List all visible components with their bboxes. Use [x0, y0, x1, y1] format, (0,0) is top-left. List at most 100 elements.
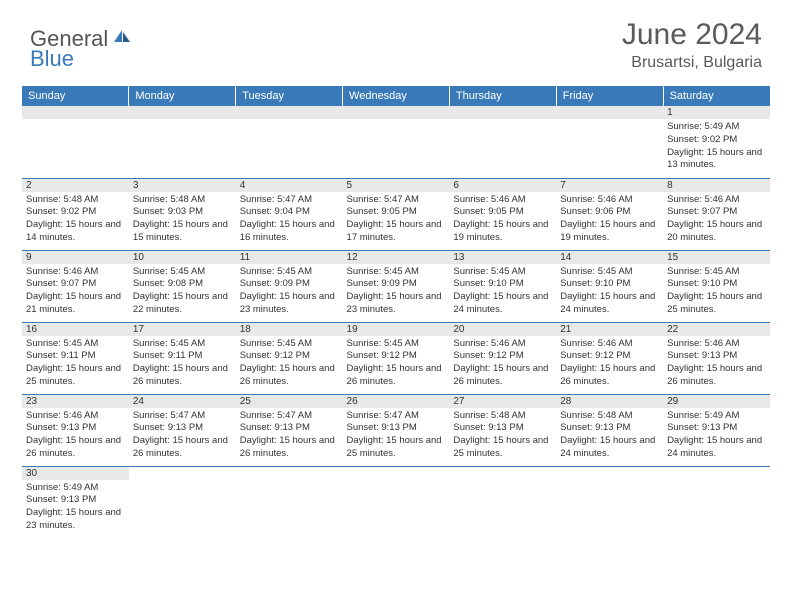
day-details: Sunrise: 5:46 AMSunset: 9:05 PMDaylight:… — [453, 194, 552, 245]
day-details: Sunrise: 5:47 AMSunset: 9:05 PMDaylight:… — [347, 194, 446, 245]
week-row: 1 Sunrise: 5:49 AMSunset: 9:02 PMDaylight… — [22, 106, 770, 178]
day-cell: 3 Sunrise: 5:48 AMSunset: 9:03 PMDaylight… — [129, 178, 236, 250]
day-cell: 18Sunrise: 5:45 AMSunset: 9:12 PMDayligh… — [236, 322, 343, 394]
day-details: Sunrise: 5:45 AMSunset: 9:09 PMDaylight:… — [240, 266, 339, 317]
title-block: June 2024 Brusartsi, Bulgaria — [622, 18, 762, 72]
day-cell: 17 Sunrise: 5:45 AMSunset: 9:11 PMDayligh… — [129, 322, 236, 394]
day-number: 6 — [449, 179, 556, 192]
day-number: 13 — [449, 251, 556, 264]
day-number: 26 — [343, 395, 450, 408]
day-number: 5 — [343, 179, 450, 192]
day-details: Sunrise: 5:46 AMSunset: 9:12 PMDaylight:… — [560, 338, 659, 389]
day-number-empty — [343, 106, 450, 119]
day-cell: 27 Sunrise: 5:48 AMSunset: 9:13 PMDayligh… — [449, 394, 556, 466]
day-cell — [343, 466, 450, 538]
day-cell: 28 Sunrise: 5:48 AMSunset: 9:13 PMDayligh… — [556, 394, 663, 466]
day-number: 29 — [663, 395, 770, 408]
day-number: 18 — [236, 323, 343, 336]
day-cell: 29Sunrise: 5:49 AMSunset: 9:13 PMDayligh… — [663, 394, 770, 466]
location: Brusartsi, Bulgaria — [622, 54, 762, 72]
weekday-header: Thursday — [449, 86, 556, 106]
day-cell: 4Sunrise: 5:47 AMSunset: 9:04 PMDaylight… — [236, 178, 343, 250]
day-details: Sunrise: 5:49 AMSunset: 9:13 PMDaylight:… — [26, 482, 125, 533]
day-cell: 6 Sunrise: 5:46 AMSunset: 9:05 PMDaylight… — [449, 178, 556, 250]
day-cell: 30 Sunrise: 5:49 AMSunset: 9:13 PMDayligh… — [22, 466, 129, 538]
day-number: 30 — [22, 467, 129, 480]
day-cell: 19 Sunrise: 5:45 AMSunset: 9:12 PMDayligh… — [343, 322, 450, 394]
day-cell — [129, 466, 236, 538]
day-details: Sunrise: 5:46 AMSunset: 9:12 PMDaylight:… — [453, 338, 552, 389]
day-details: Sunrise: 5:45 AMSunset: 9:09 PMDaylight:… — [347, 266, 446, 317]
day-cell — [22, 106, 129, 178]
day-cell: 15Sunrise: 5:45 AMSunset: 9:10 PMDayligh… — [663, 250, 770, 322]
weekday-header: Tuesday — [236, 86, 343, 106]
day-details: Sunrise: 5:48 AMSunset: 9:03 PMDaylight:… — [133, 194, 232, 245]
day-number-empty — [236, 106, 343, 119]
day-number: 20 — [449, 323, 556, 336]
day-cell: 9Sunrise: 5:46 AMSunset: 9:07 PMDaylight… — [22, 250, 129, 322]
day-cell: 23 Sunrise: 5:46 AMSunset: 9:13 PMDayligh… — [22, 394, 129, 466]
day-number: 7 — [556, 179, 663, 192]
day-number: 19 — [343, 323, 450, 336]
day-cell: 25Sunrise: 5:47 AMSunset: 9:13 PMDayligh… — [236, 394, 343, 466]
day-number: 28 — [556, 395, 663, 408]
day-number: 17 — [129, 323, 236, 336]
week-row: 23 Sunrise: 5:46 AMSunset: 9:13 PMDayligh… — [22, 394, 770, 466]
week-row: 30 Sunrise: 5:49 AMSunset: 9:13 PMDayligh… — [22, 466, 770, 538]
day-cell: 7Sunrise: 5:46 AMSunset: 9:06 PMDaylight… — [556, 178, 663, 250]
day-number: 8 — [663, 179, 770, 192]
day-cell: 14 Sunrise: 5:45 AMSunset: 9:10 PMDayligh… — [556, 250, 663, 322]
weekday-header: Friday — [556, 86, 663, 106]
day-number-empty — [22, 106, 129, 119]
day-number: 21 — [556, 323, 663, 336]
logo-sail-icon — [112, 28, 132, 44]
day-number: 3 — [129, 179, 236, 192]
day-cell — [449, 466, 556, 538]
day-details: Sunrise: 5:47 AMSunset: 9:04 PMDaylight:… — [240, 194, 339, 245]
day-number-empty — [129, 106, 236, 119]
day-cell: 8 Sunrise: 5:46 AMSunset: 9:07 PMDaylight… — [663, 178, 770, 250]
day-number: 9 — [22, 251, 129, 264]
day-details: Sunrise: 5:48 AMSunset: 9:02 PMDaylight:… — [26, 194, 125, 245]
day-cell: 5 Sunrise: 5:47 AMSunset: 9:05 PMDaylight… — [343, 178, 450, 250]
day-cell: 22 Sunrise: 5:46 AMSunset: 9:13 PMDayligh… — [663, 322, 770, 394]
day-number: 27 — [449, 395, 556, 408]
day-cell: 12Sunrise: 5:45 AMSunset: 9:09 PMDayligh… — [343, 250, 450, 322]
day-details: Sunrise: 5:46 AMSunset: 9:13 PMDaylight:… — [26, 410, 125, 461]
day-details: Sunrise: 5:45 AMSunset: 9:11 PMDaylight:… — [133, 338, 232, 389]
day-details: Sunrise: 5:47 AMSunset: 9:13 PMDaylight:… — [347, 410, 446, 461]
day-details: Sunrise: 5:46 AMSunset: 9:13 PMDaylight:… — [667, 338, 766, 389]
day-cell: 16Sunrise: 5:45 AMSunset: 9:11 PMDayligh… — [22, 322, 129, 394]
day-cell: 26 Sunrise: 5:47 AMSunset: 9:13 PMDayligh… — [343, 394, 450, 466]
day-number: 1 — [663, 106, 770, 119]
day-cell — [236, 466, 343, 538]
day-number: 24 — [129, 395, 236, 408]
day-cell: 13Sunrise: 5:45 AMSunset: 9:10 PMDayligh… — [449, 250, 556, 322]
day-cell: 1 Sunrise: 5:49 AMSunset: 9:02 PMDaylight… — [663, 106, 770, 178]
day-details: Sunrise: 5:48 AMSunset: 9:13 PMDaylight:… — [560, 410, 659, 461]
day-cell: 21 Sunrise: 5:46 AMSunset: 9:12 PMDayligh… — [556, 322, 663, 394]
day-number: 14 — [556, 251, 663, 264]
day-details: Sunrise: 5:48 AMSunset: 9:13 PMDaylight:… — [453, 410, 552, 461]
day-details: Sunrise: 5:46 AMSunset: 9:07 PMDaylight:… — [667, 194, 766, 245]
day-cell — [129, 106, 236, 178]
day-number: 23 — [22, 395, 129, 408]
week-row: 9Sunrise: 5:46 AMSunset: 9:07 PMDaylight… — [22, 250, 770, 322]
day-cell — [556, 466, 663, 538]
weekday-header: Saturday — [663, 86, 770, 106]
day-cell — [236, 106, 343, 178]
week-row: 16Sunrise: 5:45 AMSunset: 9:11 PMDayligh… — [22, 322, 770, 394]
day-cell — [663, 466, 770, 538]
day-details: Sunrise: 5:45 AMSunset: 9:10 PMDaylight:… — [560, 266, 659, 317]
day-details: Sunrise: 5:47 AMSunset: 9:13 PMDaylight:… — [133, 410, 232, 461]
day-cell — [556, 106, 663, 178]
weekday-header: Monday — [129, 86, 236, 106]
day-details: Sunrise: 5:49 AMSunset: 9:02 PMDaylight:… — [667, 121, 766, 172]
day-cell: 20 Sunrise: 5:46 AMSunset: 9:12 PMDayligh… — [449, 322, 556, 394]
day-details: Sunrise: 5:45 AMSunset: 9:12 PMDaylight:… — [347, 338, 446, 389]
day-number: 22 — [663, 323, 770, 336]
day-cell — [343, 106, 450, 178]
day-number: 15 — [663, 251, 770, 264]
month-title: June 2024 — [622, 18, 762, 52]
day-cell: 24 Sunrise: 5:47 AMSunset: 9:13 PMDayligh… — [129, 394, 236, 466]
